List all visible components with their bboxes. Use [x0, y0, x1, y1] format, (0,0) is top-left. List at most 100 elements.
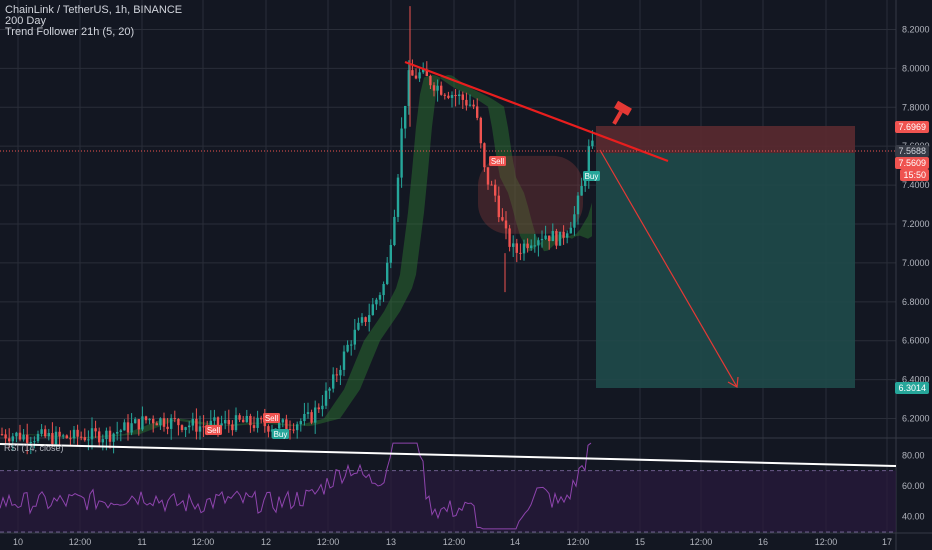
candle-body [188, 425, 191, 428]
candle-body [465, 99, 468, 106]
candle-body [234, 415, 238, 431]
drawings [0, 60, 895, 388]
sell-signal-box [205, 425, 222, 435]
candle-body [396, 177, 400, 217]
candle-body [479, 117, 482, 144]
time-tick: 11 [137, 537, 146, 547]
candle-body [436, 85, 439, 91]
candle-body [411, 70, 414, 76]
candle-body [15, 432, 18, 437]
time-tick: 12:00 [443, 537, 466, 547]
candle-body [170, 418, 173, 429]
rsi-legend[interactable]: RSI (14, close) [4, 443, 64, 453]
candle-body [573, 214, 576, 228]
candle-body [90, 428, 94, 440]
candle-body [130, 423, 133, 433]
time-tick: 14 [510, 537, 520, 547]
candle-body [519, 252, 522, 254]
symbol-title[interactable]: ChainLink / TetherUS, 1h, BINANCE [5, 4, 183, 16]
time-tick: 16 [758, 537, 768, 547]
rsi-tick: 60.00 [902, 481, 925, 491]
gavel-icon [612, 100, 632, 125]
candle-body [202, 426, 205, 428]
candle-body [544, 235, 547, 239]
rsi-pane [0, 442, 896, 533]
position-zones [596, 126, 855, 388]
candle-body [137, 419, 140, 430]
candle-body [483, 143, 486, 168]
candle-body [576, 195, 580, 215]
rsi-tick: 80.00 [902, 450, 925, 460]
candle-body [508, 228, 511, 247]
candle-body [180, 425, 184, 431]
candle-body [227, 419, 230, 425]
candle-body [62, 435, 65, 437]
ma-legend[interactable]: 200 Day [5, 15, 46, 27]
candle-body [328, 388, 331, 391]
sell-signal-box [263, 413, 280, 423]
trendline[interactable] [404, 60, 669, 163]
white-trendline[interactable] [0, 443, 897, 467]
candle-body [389, 245, 392, 263]
candle-body [87, 439, 90, 441]
time-tick: 12:00 [317, 537, 340, 547]
candle-body [515, 243, 518, 253]
cloud-area [0, 74, 592, 438]
candle-body [119, 430, 122, 432]
candle-body [83, 437, 86, 441]
candle-body [562, 231, 565, 238]
candle-body [425, 69, 428, 77]
indicator-legend[interactable]: Trend Follower 21h (5, 20) [5, 26, 135, 38]
candle-body [299, 421, 302, 425]
candle-body [458, 94, 461, 97]
price-tick: 6.2000 [902, 414, 930, 424]
candle-body [51, 433, 54, 445]
candle-body [80, 436, 83, 438]
countdown-label: 15:50 [900, 169, 929, 181]
candle-body [101, 439, 104, 443]
candle-body [548, 235, 551, 242]
sell-signal: Sell [265, 414, 279, 423]
time-axis[interactable]: 10 12:00 11 12:00 12 12:00 13 12:00 14 12:00 15 12:… [0, 532, 932, 547]
price-tick: 8.0000 [902, 63, 930, 73]
target-price-label: 6.3014 [895, 382, 929, 394]
candle-body [159, 418, 162, 426]
candle-body [504, 220, 508, 229]
candle-body [468, 104, 472, 106]
candle-body [296, 424, 299, 431]
candle-body [486, 167, 490, 185]
candle-body [18, 432, 22, 440]
projection-arrow[interactable] [599, 149, 738, 388]
price-axis[interactable]: 8.20008.00007.80007.60007.40007.20007.00… [902, 24, 930, 521]
candle-body [108, 430, 112, 442]
candle-body [584, 179, 587, 187]
target-zone[interactable] [596, 153, 855, 388]
candle-body [540, 238, 544, 241]
candle-body [238, 415, 241, 420]
rsi-line [0, 442, 592, 530]
entry-price-label: 7.5609 [895, 157, 929, 169]
time-tick: 15 [635, 537, 645, 547]
buy-signal-box [272, 429, 289, 439]
candle-body [375, 299, 378, 305]
candle-body [407, 70, 410, 106]
candle-body [350, 344, 353, 346]
candle-body [260, 417, 263, 420]
time-tick: 17 [882, 537, 892, 547]
candle-body [364, 317, 367, 322]
candle-body [116, 431, 119, 434]
candle-body [382, 284, 385, 296]
candle-body [242, 419, 245, 423]
price-tick: 8.2000 [902, 24, 930, 34]
time-tick: 12:00 [567, 537, 590, 547]
candle-body [591, 140, 594, 147]
candle-body [173, 418, 176, 420]
candle-body [404, 105, 407, 129]
candle-body [4, 434, 7, 439]
last-price-label: 7.5688 [895, 145, 929, 157]
candle-body [33, 441, 36, 443]
time-tick: 13 [386, 537, 396, 547]
candle-body [249, 415, 252, 426]
stop-zone[interactable] [596, 126, 855, 153]
